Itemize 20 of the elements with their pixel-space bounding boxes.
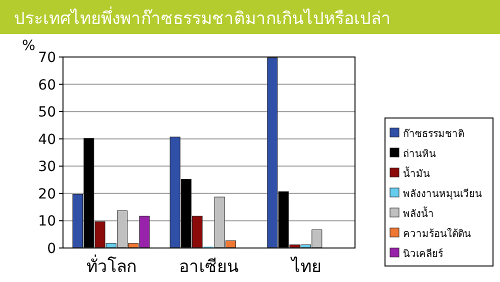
legend-label: น้ำมัน — [403, 166, 430, 180]
y-tick-label: 20 — [38, 186, 56, 202]
y-axis-title: % — [22, 38, 36, 54]
y-tick-label: 70 — [38, 50, 56, 66]
legend-label: พลังน้ำ — [403, 206, 434, 220]
y-tick-label: 10 — [38, 214, 56, 230]
legend-label: ถ่านหิน — [403, 149, 436, 160]
legend-label: นิวเคลียร์ — [403, 248, 444, 260]
legend-label: ก๊าซธรรมชาติ — [403, 128, 464, 140]
y-tick-label: 30 — [38, 159, 56, 176]
legend-label: พลังงานหมุนเวียน — [403, 188, 482, 200]
x-tick-label: ทั่วโลก — [86, 254, 137, 277]
y-tick-label: 40 — [38, 132, 56, 148]
y-tick-label: 50 — [38, 104, 56, 121]
y-tick-label: 0 — [47, 241, 56, 257]
y-tick-label: 60 — [38, 77, 56, 94]
x-tick-label: อาเซียน — [179, 257, 239, 277]
chart-title: ประเทศไทยพึ่งพาก๊าซธรรมชาติมากเกินไปหรือเปล่า — [14, 6, 391, 29]
legend-label: ความร้อนใต้ดิน — [403, 228, 471, 240]
x-tick-label: ไทย — [289, 256, 322, 277]
